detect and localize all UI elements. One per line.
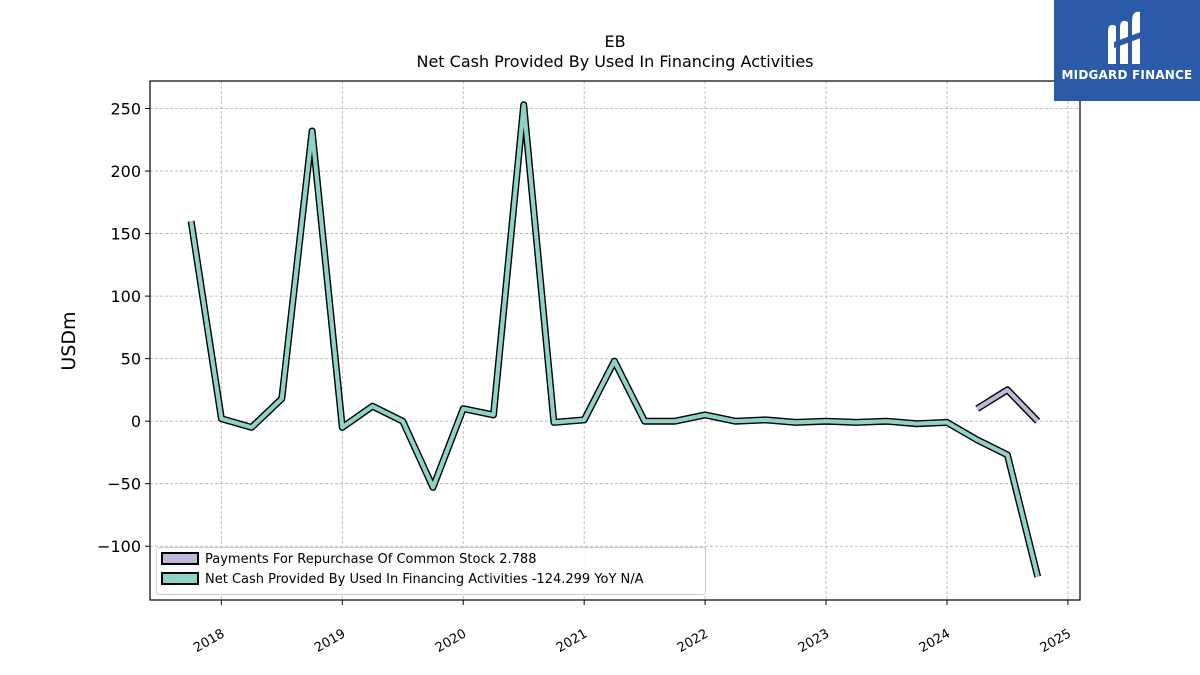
y-tick-label: 100 <box>110 287 141 306</box>
chart-legend: Payments For Repurchase Of Common Stock … <box>156 547 706 595</box>
y-tick-label: 200 <box>110 162 141 181</box>
brand-logo: MIDGARD FINANCE <box>1054 0 1200 101</box>
x-tick-label: 2018 <box>191 626 227 656</box>
grid-lines <box>150 81 1080 600</box>
y-tick-label: 0 <box>131 412 141 431</box>
x-tick-label: 2024 <box>917 626 953 656</box>
y-tick-label: −50 <box>107 475 141 494</box>
x-tick-label: 2025 <box>1038 626 1074 656</box>
logo-mark-icon <box>1108 11 1146 64</box>
series-outline-repurchase <box>975 386 1041 424</box>
legend-item-repurchase: Payments For Repurchase Of Common Stock … <box>161 550 536 570</box>
y-tick-label: 50 <box>121 350 141 369</box>
chart-subtitle: Net Cash Provided By Used In Financing A… <box>416 52 814 71</box>
x-tick-label: 2022 <box>675 626 711 656</box>
y-tick-label: 250 <box>110 100 141 119</box>
plot-frame <box>149 80 1081 601</box>
y-tick-label: 150 <box>110 225 141 244</box>
logo-text: MIDGARD FINANCE <box>1061 68 1193 82</box>
series-line-repurchase <box>976 387 1040 423</box>
x-tick-label: 2019 <box>312 626 348 656</box>
x-tick-label: 2020 <box>433 626 469 656</box>
legend-swatch-repurchase <box>161 552 199 565</box>
chart-title: EB <box>604 32 626 51</box>
legend-label-financing: Net Cash Provided By Used In Financing A… <box>205 572 644 587</box>
series-line-financing <box>189 102 1040 578</box>
y-tick-label: −100 <box>97 537 141 556</box>
x-tick-label: 2021 <box>554 626 590 656</box>
x-tick-label: 2023 <box>796 626 832 656</box>
y-axis-label: USDm <box>58 311 80 370</box>
series-layer <box>187 101 1042 578</box>
legend-item-financing: Net Cash Provided By Used In Financing A… <box>161 570 644 590</box>
legend-swatch-financing <box>161 572 199 585</box>
legend-label-repurchase: Payments For Repurchase Of Common Stock … <box>205 552 537 567</box>
